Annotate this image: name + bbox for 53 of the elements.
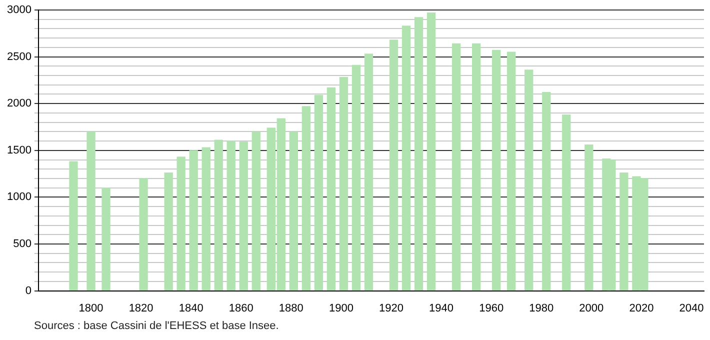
x-tick-label: 1880 — [278, 302, 304, 314]
bar — [302, 106, 311, 291]
bar — [562, 114, 571, 291]
bar — [620, 172, 628, 291]
x-tick-label: 1940 — [429, 302, 454, 314]
bar — [202, 147, 210, 291]
bar — [164, 172, 173, 291]
x-tick-label: 2000 — [579, 302, 604, 314]
x-tick-label: 2040 — [679, 302, 704, 314]
bar — [584, 144, 594, 291]
source-note: Sources : base Cassini de l'EHESS et base Insee. — [34, 320, 279, 332]
bar — [86, 131, 96, 291]
bar — [252, 131, 260, 291]
bar — [352, 64, 361, 291]
bar — [364, 54, 374, 291]
bar — [426, 12, 436, 291]
bar — [176, 156, 186, 291]
bar — [189, 150, 198, 291]
bar — [452, 43, 461, 291]
bar — [472, 43, 481, 291]
x-tick-label: 1960 — [479, 302, 504, 314]
bar — [492, 50, 501, 291]
x-tick-label: 1900 — [328, 302, 354, 314]
y-tick-label: 1500 — [6, 144, 32, 156]
x-tick-label: 1860 — [228, 302, 254, 314]
bar — [69, 161, 78, 291]
bar — [402, 26, 411, 291]
x-tick-label: 1840 — [178, 302, 204, 314]
bar — [239, 142, 248, 291]
x-tick-label: 1980 — [529, 302, 554, 314]
y-tick-label: 2000 — [6, 98, 32, 110]
bar — [226, 140, 236, 291]
y-tick-label: 3000 — [6, 4, 32, 16]
bar — [102, 188, 110, 291]
bar — [414, 17, 424, 291]
x-tick-label: 2020 — [629, 302, 654, 314]
bar — [314, 94, 324, 291]
bar — [139, 178, 148, 291]
bar — [524, 70, 534, 291]
bar — [214, 140, 223, 291]
x-tick-label: 1800 — [78, 302, 104, 314]
y-tick-label: 1000 — [6, 191, 32, 204]
bar — [507, 52, 516, 291]
y-tick-label: 2500 — [6, 50, 32, 63]
y-tick-label: 500 — [13, 238, 32, 250]
bar — [389, 40, 398, 291]
bar — [542, 92, 551, 291]
y-tick-label: 0 — [25, 284, 32, 297]
bar — [289, 131, 298, 291]
bar — [339, 77, 348, 291]
bar — [326, 87, 336, 291]
x-tick-label: 1820 — [128, 302, 154, 314]
x-tick-label: 1920 — [379, 302, 404, 314]
